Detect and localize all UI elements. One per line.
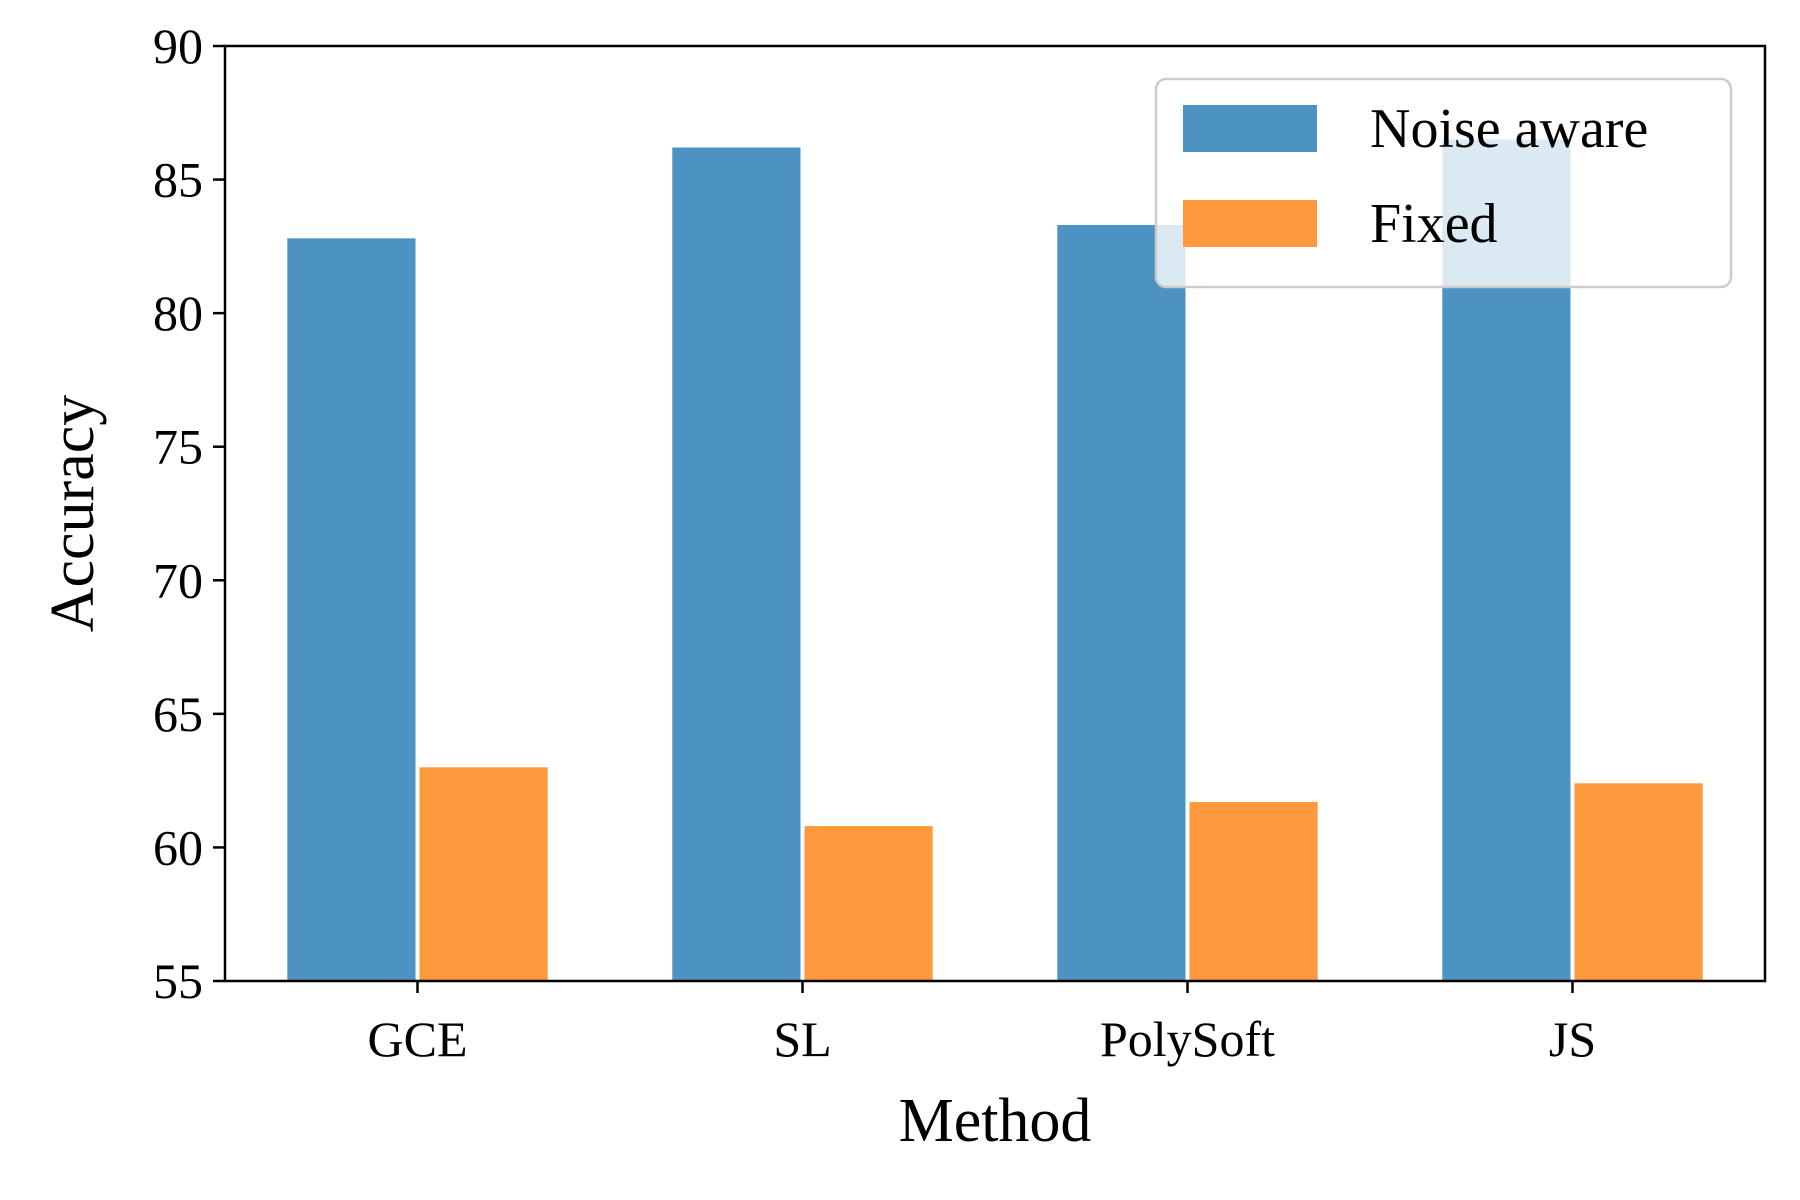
legend: Noise aware Fixed (1154, 77, 1733, 289)
bar-noise-aware-gce (287, 238, 416, 982)
y-tick-label-70: 70 (153, 552, 203, 608)
x-tick-label-gce: GCE (368, 1011, 468, 1067)
y-tick-label-80: 80 (153, 285, 203, 341)
legend-swatch-noise-aware (1183, 105, 1317, 152)
x-tick-label-polysoft: PolySoft (1100, 1011, 1275, 1067)
plot-area-frame (223, 44, 1767, 983)
bars-group (287, 139, 1703, 982)
x-tick-label-js: JS (1549, 1011, 1596, 1067)
y-tick-label-75: 75 (153, 419, 203, 475)
legend-label-fixed: Fixed (1370, 193, 1498, 255)
y-tick-label-55: 55 (153, 953, 203, 1009)
y-axis: 55 60 65 70 75 80 85 90 (153, 18, 225, 1009)
bar-fixed-sl (804, 826, 933, 981)
y-tick-label-65: 65 (153, 686, 203, 742)
bar-noise-aware-polysoft (1057, 224, 1186, 981)
y-tick-label-60: 60 (153, 819, 203, 875)
bar-fixed-polysoft (1189, 802, 1318, 981)
y-tick-label-85: 85 (153, 152, 203, 208)
y-axis-title: Accuracy (39, 395, 107, 633)
bar-noise-aware-sl (672, 147, 801, 981)
bar-fixed-js (1574, 783, 1703, 981)
legend-swatch-fixed (1183, 200, 1317, 247)
x-tick-label-sl: SL (773, 1011, 831, 1067)
y-tick-label-90: 90 (153, 18, 203, 74)
bar-fixed-gce (419, 767, 548, 981)
x-axis-title: Method (899, 1087, 1092, 1155)
x-axis: GCE SL PolySoft JS (368, 981, 1596, 1067)
legend-label-noise-aware: Noise aware (1370, 98, 1648, 160)
